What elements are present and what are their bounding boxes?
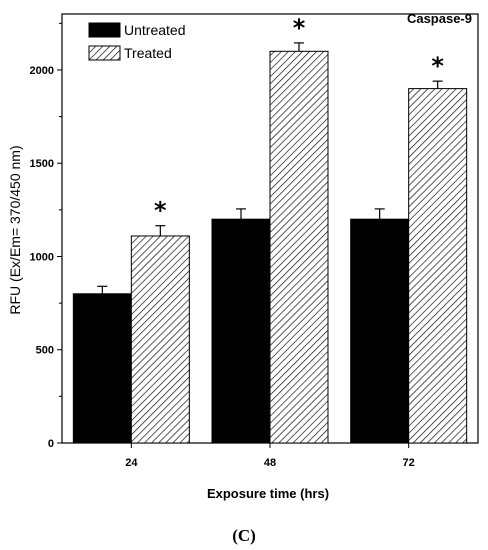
- y-tick-label: 500: [36, 345, 54, 357]
- y-tick-label: 1500: [30, 158, 54, 170]
- y-tick-label: 2000: [30, 65, 54, 77]
- bar-untreated-48: [211, 218, 271, 444]
- chart-title: Caspase-9: [407, 11, 472, 26]
- legend-label-treated: Treated: [124, 45, 172, 61]
- plot-area: 0 500 1000 1500 2000 24 * 48 * 72 *: [30, 13, 479, 469]
- x-tick-label: 72: [403, 457, 415, 469]
- legend-swatch-treated: [88, 45, 121, 61]
- y-tick-label: 0: [48, 438, 54, 450]
- legend: Untreated Treated: [88, 22, 185, 61]
- x-axis-label: Exposure time (hrs): [207, 486, 329, 501]
- legend-label-untreated: Untreated: [124, 22, 185, 38]
- bar-untreated-72: [350, 218, 410, 444]
- y-axis-label: RFU (Ex/Em= 370/450 nm): [7, 145, 23, 314]
- panel-label: (C): [232, 526, 256, 545]
- x-tick-label: 48: [264, 457, 276, 469]
- x-tick-label: 24: [125, 457, 138, 469]
- bar-treated-24: [130, 235, 190, 444]
- significance-marker: *: [431, 52, 444, 80]
- significance-marker: *: [293, 14, 306, 42]
- significance-marker: *: [154, 197, 167, 225]
- y-tick-label: 1000: [30, 251, 54, 263]
- bar-treated-48: [269, 50, 329, 444]
- bar-treated-72: [408, 88, 468, 444]
- legend-swatch-untreated: [88, 22, 121, 38]
- bar-untreated-24: [72, 293, 132, 444]
